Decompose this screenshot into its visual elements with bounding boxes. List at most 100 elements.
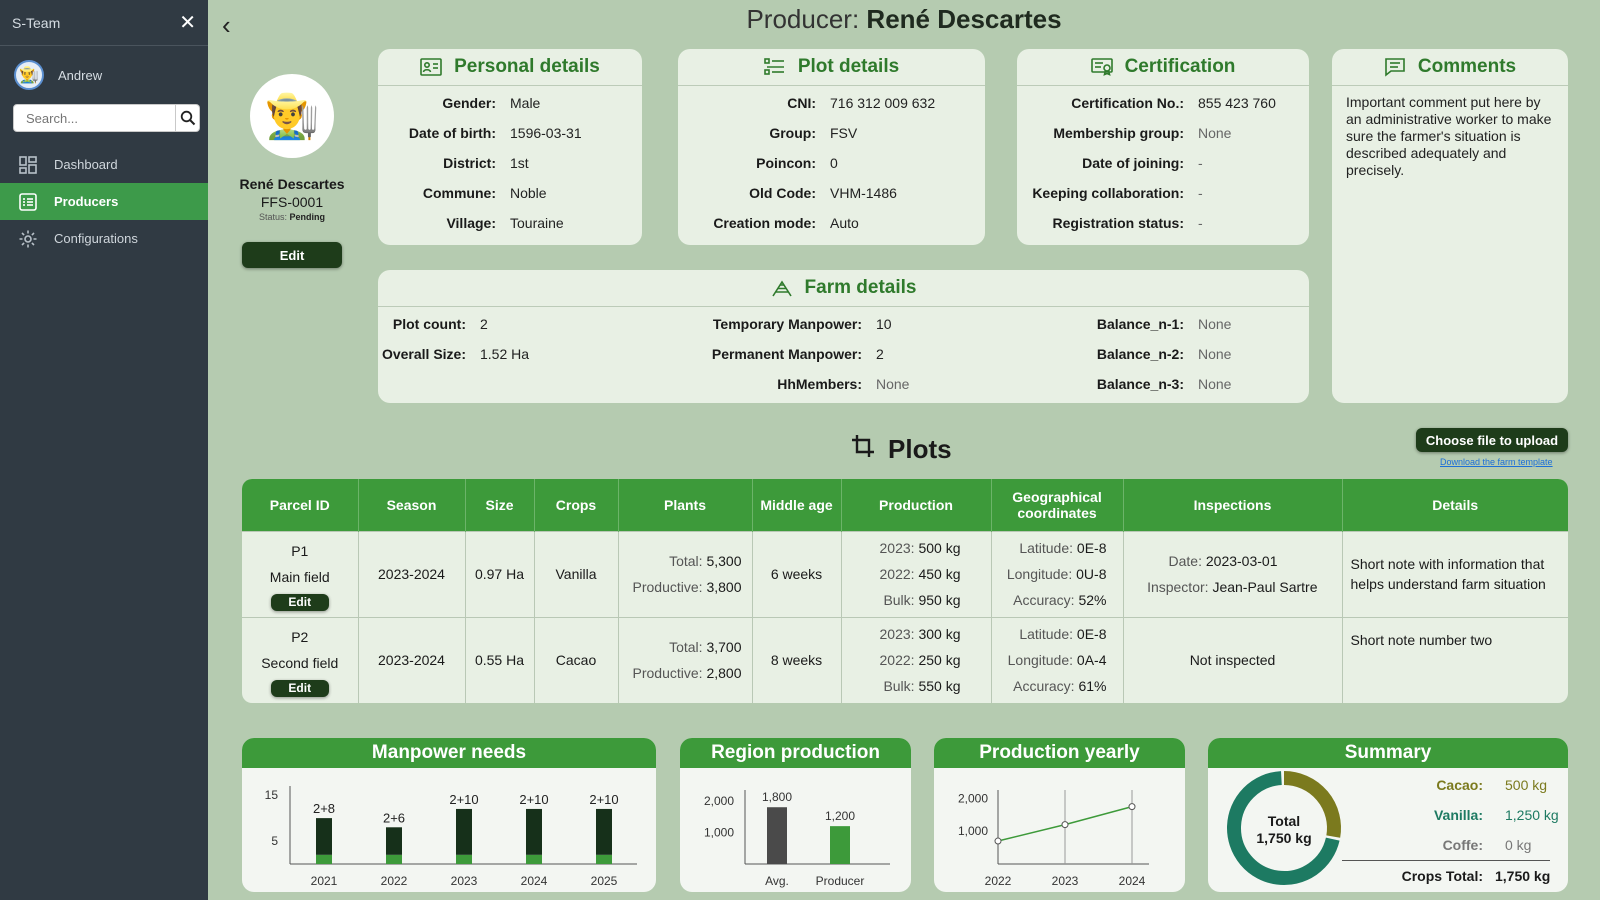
plots-table: Parcel ID Season Size Crops Plants Middl… — [242, 479, 1568, 703]
field-value: Male — [510, 95, 541, 111]
cell-label: Productive: — [632, 665, 703, 682]
farm-col-1: Plot count: 2 Overall Size: 1.52 Ha — [378, 309, 678, 399]
x-tick-label: Producer — [816, 874, 865, 888]
x-tick-label: 2024 — [521, 874, 548, 888]
user-profile[interactable]: 👨‍🌾 Andrew — [0, 46, 208, 104]
column-header[interactable]: Inspections — [1123, 479, 1343, 531]
comment-icon — [1384, 56, 1406, 78]
cell-label: Bulk: — [883, 592, 915, 608]
plots-title: Plots — [888, 434, 952, 464]
yearly-chart-card: Production yearly 2,000 1,000 2022 2023 2024 — [934, 738, 1185, 892]
column-header[interactable]: Parcel ID — [242, 479, 359, 531]
sidebar-item-dashboard[interactable]: Dashboard — [0, 146, 208, 183]
field-label: Overall Size: — [381, 346, 466, 362]
column-header[interactable]: Season — [358, 479, 466, 531]
y-tick-label: 2,000 — [958, 791, 988, 805]
card-header: Comments — [1332, 49, 1568, 86]
sidebar-item-configurations[interactable]: Configurations — [0, 220, 208, 257]
edit-producer-button[interactable]: Edit — [242, 242, 342, 268]
parcel-cell: P2 Second field Edit — [242, 616, 359, 703]
field-label: Keeping collaboration: — [1032, 185, 1184, 201]
back-icon[interactable]: ‹ — [222, 10, 231, 40]
search-input[interactable] — [13, 104, 176, 132]
page-title: Producer: René Descartes — [208, 4, 1600, 35]
card-title: Personal details — [454, 56, 600, 77]
cell-label: Total: — [669, 639, 703, 656]
column-header[interactable]: Crops — [534, 479, 619, 531]
summary-label: Cacao: — [1436, 777, 1483, 793]
x-tick-label: 2025 — [591, 874, 618, 888]
summary-value: 1,250 kg — [1505, 807, 1559, 823]
edit-parcel-button[interactable]: Edit — [270, 679, 329, 697]
field-value: - — [1198, 155, 1203, 171]
region-chart-card: Region production 2,000 1,000 1,800 Avg. 1,2… — [680, 738, 911, 892]
summary-value: 0 kg — [1505, 837, 1532, 853]
data-label: 2+10 — [519, 792, 548, 807]
details-list-icon — [764, 56, 786, 78]
farm-col-3: Balance_n-1: None Balance_n-2: None Balanc… — [1018, 309, 1308, 399]
field-label: Balance_n-3: — [1096, 376, 1184, 392]
field-value: 0 — [830, 155, 838, 171]
upload-file-button[interactable]: Choose file to upload — [1416, 428, 1568, 452]
column-header[interactable]: Geographical coordinates — [991, 479, 1124, 531]
crop-icon — [850, 433, 876, 466]
column-header[interactable]: Production — [841, 479, 992, 531]
download-template-link[interactable]: Download the farm template — [1440, 457, 1553, 467]
card-title: Certification — [1124, 56, 1236, 77]
donut-slice — [1227, 771, 1340, 885]
field-label: Registration status: — [1052, 215, 1184, 231]
chart-title: Summary — [1208, 738, 1568, 768]
parcel-field: Second field — [261, 654, 339, 671]
x-tick-label: Avg. — [765, 874, 789, 888]
user-avatar: 👨‍🌾 — [14, 60, 44, 90]
column-header[interactable]: Size — [465, 479, 535, 531]
cell-label: Bulk: — [883, 678, 915, 695]
y-tick-label: 1,000 — [958, 824, 988, 838]
field-value: 716 312 009 632 — [830, 95, 936, 111]
close-icon[interactable]: ✕ — [179, 12, 196, 34]
column-header[interactable]: Plants — [618, 479, 753, 531]
region-chart: 2,000 1,000 1,800 Avg. 1,200 Producer — [704, 790, 890, 888]
field-label: Village: — [446, 215, 496, 231]
cell-value: 52% — [1078, 592, 1107, 608]
search-icon[interactable] — [176, 104, 200, 132]
summary-total-row: Crops Total: 1,750 kg — [1342, 860, 1551, 890]
summary-row: Vanilla: 1,250 kg — [1358, 800, 1560, 830]
field-label: Date of birth: — [408, 125, 496, 141]
card-title: Comments — [1417, 56, 1517, 77]
cell-value: 0U-8 — [1076, 566, 1107, 582]
chart-title: Production yearly — [934, 738, 1185, 768]
summary-total-label: Crops Total: — [1401, 867, 1483, 884]
bar-segment — [456, 808, 472, 855]
data-point — [994, 837, 1002, 845]
field-value: Noble — [510, 185, 547, 201]
sidebar-item-producers[interactable]: Producers — [0, 183, 208, 220]
manpower-chart-card: Manpower needs 15 5 2+8 2021 2+6 2022 2+10 2023… — [242, 738, 656, 892]
field-label: Gender: — [442, 95, 496, 111]
chart-title: Manpower needs — [242, 738, 656, 768]
gear-icon — [18, 229, 38, 249]
cell-label: Productive: — [632, 579, 703, 595]
column-header[interactable]: Middle age — [752, 479, 842, 531]
field-label: Permanent Manpower: — [711, 346, 862, 362]
field-label: Plot count: — [392, 316, 466, 332]
column-header[interactable]: Details — [1342, 479, 1568, 531]
cell-label: Accuracy: — [1013, 592, 1075, 608]
data-point — [1128, 803, 1136, 811]
age-cell: 8 weeks — [752, 616, 842, 703]
cell-label: 2023: — [879, 626, 915, 643]
producer-name: René Descartes — [239, 176, 345, 192]
field-label: Poincon: — [756, 155, 816, 171]
summary-label: Vanilla: — [1433, 807, 1483, 823]
chart-title: Region production — [680, 738, 911, 768]
field-value: Auto — [830, 215, 859, 231]
y-tick-label: 15 — [265, 788, 279, 802]
edit-parcel-button[interactable]: Edit — [270, 593, 329, 611]
cell-label: 2022: — [879, 652, 915, 669]
cell-label: Date: — [1168, 553, 1202, 569]
field-value: 1.52 Ha — [480, 346, 530, 362]
field-value: None — [1198, 125, 1232, 141]
field-label: Balance_n-1: — [1096, 316, 1184, 332]
summary-row: Cacao: 500 kg — [1358, 770, 1560, 800]
